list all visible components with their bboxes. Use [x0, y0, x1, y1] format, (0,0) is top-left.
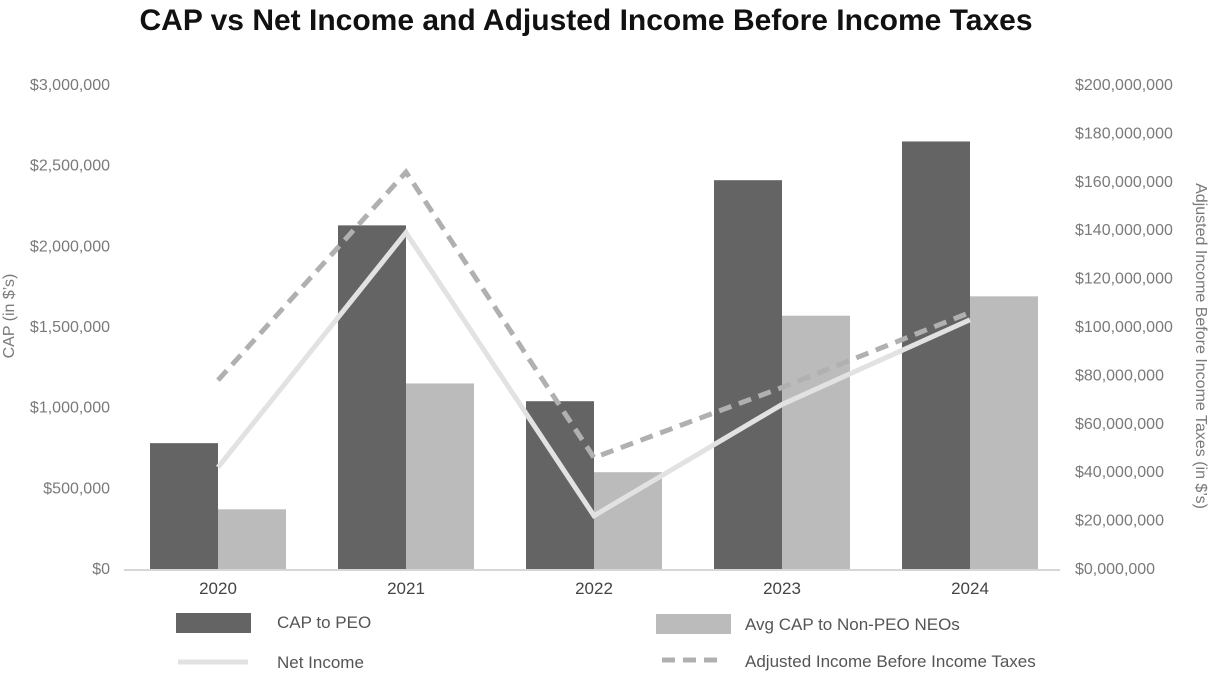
right-tick-label: $180,000,000: [1075, 125, 1173, 142]
right-tick-label: $80,000,000: [1075, 367, 1164, 384]
chart-title: CAP vs Net Income and Adjusted Income Be…: [139, 4, 1032, 37]
lines-layer: [216, 168, 972, 520]
bar-avg-cap-to-non-peo-neos-2020: [218, 509, 286, 569]
left-axis-label: CAP (in $’s): [1, 274, 18, 359]
legend: CAP to PEO Avg CAP to Non-PEO NEOs Net I…: [176, 613, 1036, 672]
bar-cap-to-peo-2024: [902, 141, 970, 569]
x-tick-label: 2023: [763, 579, 801, 598]
bars-layer: [150, 141, 1038, 570]
x-tick-label: 2024: [951, 579, 989, 598]
legend-label-cap-to-peo: CAP to PEO: [277, 613, 371, 632]
bar-avg-cap-to-non-peo-neos-2021: [406, 383, 474, 569]
left-tick-label: $0: [92, 561, 110, 578]
bar-avg-cap-to-non-peo-neos-2022: [594, 472, 662, 569]
right-y-axis: $0,000,000 $20,000,000 $40,000,000 $60,000,…: [1075, 77, 1173, 578]
x-axis: 2020 2021 2022 2023 2024: [199, 579, 989, 598]
right-tick-label: $0,000,000: [1075, 561, 1155, 578]
bar-avg-cap-to-non-peo-neos-2023: [782, 315, 850, 569]
left-tick-label: $1,000,000: [30, 400, 110, 417]
right-tick-label: $200,000,000: [1075, 77, 1173, 94]
right-axis-label: Adjusted Income Before Income Taxes (in …: [1192, 183, 1209, 509]
right-tick-label: $160,000,000: [1075, 174, 1173, 191]
legend-label-avg-cap-non-peo: Avg CAP to Non-PEO NEOs: [745, 615, 960, 634]
right-tick-label: $140,000,000: [1075, 222, 1173, 239]
line-adjusted-income-before-income-taxes: [216, 168, 971, 461]
right-tick-label: $120,000,000: [1075, 271, 1173, 288]
x-tick-label: 2022: [575, 579, 613, 598]
right-tick-label: $20,000,000: [1075, 513, 1164, 530]
bar-cap-to-peo-2020: [150, 443, 218, 569]
line-net-income: [216, 228, 972, 520]
x-tick-label: 2021: [387, 579, 425, 598]
right-tick-label: $40,000,000: [1075, 464, 1164, 481]
legend-label-net-income: Net Income: [277, 653, 364, 672]
left-tick-label: $500,000: [43, 480, 110, 497]
legend-swatch-avg-cap-non-peo: [656, 614, 731, 634]
left-tick-label: $3,000,000: [30, 77, 110, 94]
right-tick-label: $60,000,000: [1075, 416, 1164, 433]
bar-cap-to-peo-2021: [338, 225, 406, 570]
left-tick-label: $2,000,000: [30, 238, 110, 255]
legend-label-adjusted-income: Adjusted Income Before Income Taxes: [745, 652, 1036, 671]
bar-avg-cap-to-non-peo-neos-2024: [970, 296, 1038, 569]
right-tick-label: $100,000,000: [1075, 319, 1173, 336]
left-tick-label: $2,500,000: [30, 158, 110, 175]
left-tick-label: $1,500,000: [30, 319, 110, 336]
left-y-axis: $0 $500,000 $1,000,000 $1,500,000 $2,000,000…: [30, 77, 110, 578]
bar-cap-to-peo-2023: [714, 180, 782, 570]
x-tick-label: 2020: [199, 579, 237, 598]
legend-swatch-cap-to-peo: [176, 613, 251, 633]
